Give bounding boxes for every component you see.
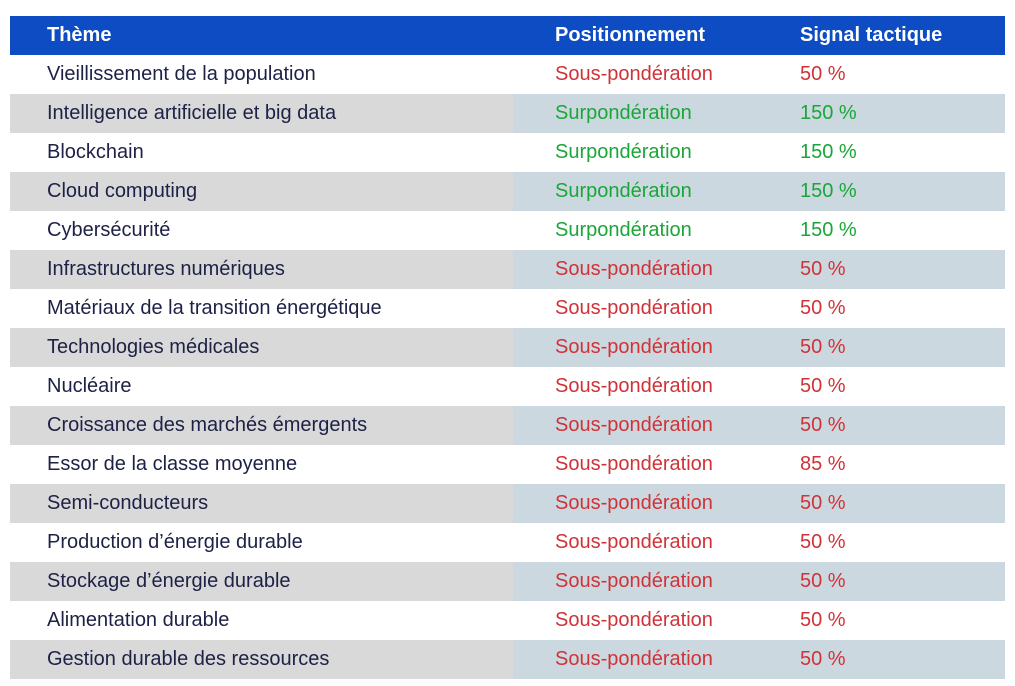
theme-cell: Essor de la classe moyenne (10, 445, 513, 484)
theme-cell: Technologies médicales (10, 328, 513, 367)
table-row: Cloud computing Surpondération 150 % (10, 172, 1005, 211)
positioning-cell: Sous-pondération (513, 601, 758, 640)
table-row: Semi-conducteurs Sous-pondération 50 % (10, 484, 1005, 523)
theme-cell: Blockchain (10, 133, 513, 172)
theme-cell: Nucléaire (10, 367, 513, 406)
signal-cell: 50 % (758, 562, 1005, 601)
table-header: Thème Positionnement Signal tactique (10, 16, 1005, 55)
theme-cell: Semi-conducteurs (10, 484, 513, 523)
theme-cell: Stockage d’énergie durable (10, 562, 513, 601)
positioning-cell: Sous-pondération (513, 640, 758, 679)
positioning-cell: Surpondération (513, 94, 758, 133)
table-row: Gestion durable des ressources Sous-pond… (10, 640, 1005, 679)
positioning-cell: Sous-pondération (513, 250, 758, 289)
positioning-cell: Sous-pondération (513, 328, 758, 367)
thematic-positioning-table-wrap: Thème Positionnement Signal tactique Vie… (10, 16, 1005, 679)
thematic-positioning-table: Thème Positionnement Signal tactique Vie… (10, 16, 1005, 679)
table-row: Essor de la classe moyenne Sous-pondérat… (10, 445, 1005, 484)
table-body: Vieillissement de la population Sous-pon… (10, 55, 1005, 679)
table-row: Infrastructures numériques Sous-pondérat… (10, 250, 1005, 289)
positioning-cell: Sous-pondération (513, 406, 758, 445)
positioning-cell: Sous-pondération (513, 367, 758, 406)
header-row: Thème Positionnement Signal tactique (10, 16, 1005, 55)
positioning-cell: Sous-pondération (513, 55, 758, 94)
signal-cell: 50 % (758, 55, 1005, 94)
theme-cell: Production d’énergie durable (10, 523, 513, 562)
signal-cell: 50 % (758, 601, 1005, 640)
theme-cell: Gestion durable des ressources (10, 640, 513, 679)
signal-cell: 50 % (758, 640, 1005, 679)
signal-cell: 50 % (758, 484, 1005, 523)
signal-cell: 150 % (758, 172, 1005, 211)
signal-cell: 85 % (758, 445, 1005, 484)
theme-cell: Cybersécurité (10, 211, 513, 250)
positioning-cell: Surpondération (513, 211, 758, 250)
theme-cell: Alimentation durable (10, 601, 513, 640)
table-row: Production d’énergie durable Sous-pondér… (10, 523, 1005, 562)
signal-cell: 50 % (758, 523, 1005, 562)
table-row: Blockchain Surpondération 150 % (10, 133, 1005, 172)
column-header-positionnement: Positionnement (513, 16, 758, 55)
signal-cell: 50 % (758, 250, 1005, 289)
positioning-cell: Sous-pondération (513, 484, 758, 523)
signal-cell: 150 % (758, 133, 1005, 172)
column-header-theme: Thème (10, 16, 513, 55)
signal-cell: 50 % (758, 328, 1005, 367)
signal-cell: 150 % (758, 94, 1005, 133)
positioning-cell: Surpondération (513, 133, 758, 172)
signal-cell: 150 % (758, 211, 1005, 250)
positioning-cell: Sous-pondération (513, 523, 758, 562)
theme-cell: Vieillissement de la population (10, 55, 513, 94)
table-row: Intelligence artificielle et big data Su… (10, 94, 1005, 133)
table-row: Nucléaire Sous-pondération 50 % (10, 367, 1005, 406)
table-row: Stockage d’énergie durable Sous-pondérat… (10, 562, 1005, 601)
positioning-cell: Sous-pondération (513, 562, 758, 601)
table-row: Cybersécurité Surpondération 150 % (10, 211, 1005, 250)
signal-cell: 50 % (758, 289, 1005, 328)
positioning-cell: Sous-pondération (513, 445, 758, 484)
table-row: Technologies médicales Sous-pondération … (10, 328, 1005, 367)
positioning-cell: Sous-pondération (513, 289, 758, 328)
table-row: Croissance des marchés émergents Sous-po… (10, 406, 1005, 445)
theme-cell: Croissance des marchés émergents (10, 406, 513, 445)
table-row: Matériaux de la transition énergétique S… (10, 289, 1005, 328)
column-header-signal-tactique: Signal tactique (758, 16, 1005, 55)
signal-cell: 50 % (758, 367, 1005, 406)
theme-cell: Cloud computing (10, 172, 513, 211)
table-row: Vieillissement de la population Sous-pon… (10, 55, 1005, 94)
theme-cell: Infrastructures numériques (10, 250, 513, 289)
theme-cell: Matériaux de la transition énergétique (10, 289, 513, 328)
signal-cell: 50 % (758, 406, 1005, 445)
theme-cell: Intelligence artificielle et big data (10, 94, 513, 133)
table-row: Alimentation durable Sous-pondération 50… (10, 601, 1005, 640)
positioning-cell: Surpondération (513, 172, 758, 211)
